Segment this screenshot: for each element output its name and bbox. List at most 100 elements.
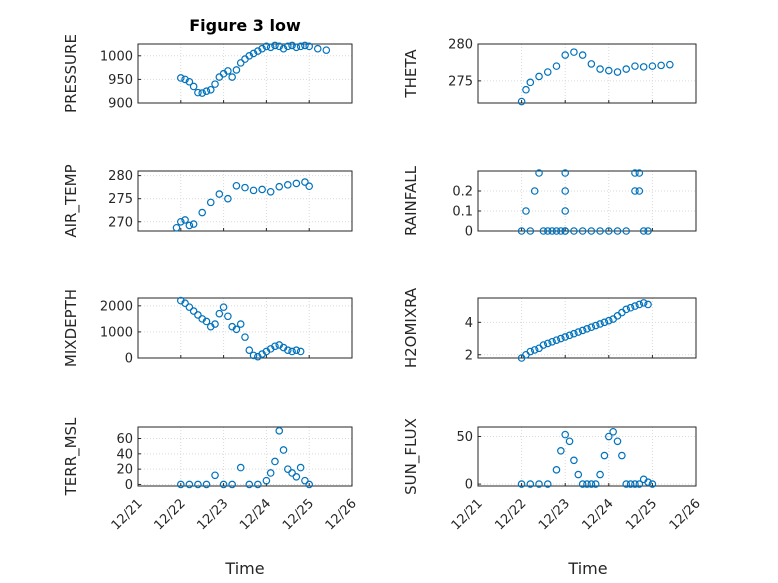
x-tick-label: 12/23 — [536, 496, 573, 533]
data-point — [526, 347, 535, 356]
data-point — [185, 221, 194, 230]
axes-box — [137, 170, 353, 232]
subplot-sun-flux: 0 50 SUN_FLUX 12/21 12/22 12/23 12/24 12/25 12/2… — [402, 418, 704, 533]
data-point — [177, 217, 185, 226]
data-point — [232, 66, 241, 74]
plot-area — [138, 427, 352, 486]
data-point — [604, 316, 613, 325]
data-point — [604, 432, 613, 441]
data-point — [206, 85, 215, 94]
data-point — [604, 66, 613, 75]
data-point — [224, 194, 232, 203]
y-tick-label: 950 — [108, 73, 133, 88]
data-point — [288, 347, 296, 356]
data-point — [578, 480, 587, 488]
data-point — [600, 451, 609, 460]
data-point — [275, 427, 284, 435]
data-point — [262, 476, 271, 485]
y-axis-label: RAINFALL — [402, 165, 420, 236]
data-point — [236, 59, 245, 67]
data-point — [635, 300, 644, 309]
data-point — [570, 456, 578, 465]
y-axis-label: SUN_FLUX — [402, 418, 421, 495]
data-point — [194, 88, 202, 97]
data-point — [236, 463, 245, 472]
data-point — [185, 77, 194, 86]
data-point — [292, 179, 301, 188]
y-axis-label: H2OMIXRA — [402, 287, 420, 368]
data-point — [211, 471, 219, 480]
data-point — [552, 62, 561, 70]
x-tick-label: 12/25 — [623, 496, 660, 533]
x-tick-label: 12/25 — [280, 496, 317, 533]
data-point — [219, 480, 228, 489]
axes-box — [477, 43, 697, 104]
data-point — [517, 480, 526, 488]
data-point — [202, 87, 211, 96]
plot-area — [478, 427, 696, 486]
data-point — [557, 334, 565, 343]
x-tick-label: 12/22 — [152, 496, 189, 533]
y-tick-label: 40 — [116, 447, 133, 462]
x-tick-label: 12/21 — [449, 496, 486, 533]
data-point — [631, 187, 639, 195]
data-point — [185, 480, 194, 489]
data-point — [561, 227, 570, 235]
data-point — [644, 227, 652, 235]
data-point — [245, 346, 254, 354]
y-axis-label: AIR_TEMP — [62, 164, 81, 237]
data-point — [271, 342, 279, 351]
data-point — [292, 473, 301, 481]
y-tick-label: 0 — [465, 225, 473, 240]
data-point — [224, 67, 232, 75]
data-point — [543, 68, 552, 76]
data-point — [517, 227, 526, 235]
data-point — [305, 182, 314, 191]
data-point — [279, 44, 288, 53]
data-point — [644, 478, 652, 486]
data-point — [552, 336, 561, 344]
data-point — [266, 43, 275, 52]
data-point — [215, 190, 224, 198]
data-point — [574, 470, 583, 479]
data-point — [666, 60, 674, 69]
y-tick-label: 0.2 — [452, 185, 473, 200]
data-point — [283, 42, 292, 51]
data-point — [305, 42, 314, 51]
data-point — [561, 187, 570, 195]
axes-box — [477, 297, 697, 359]
data-point — [587, 227, 596, 235]
data-point — [181, 299, 189, 308]
y-tick-label: 275 — [108, 192, 133, 207]
data-point — [232, 181, 241, 190]
data-point — [292, 43, 301, 52]
data-point — [548, 227, 556, 235]
data-point — [591, 480, 600, 488]
y-tick-label: 0.1 — [452, 205, 473, 220]
data-point — [631, 169, 639, 177]
plot-area — [138, 44, 352, 103]
data-point — [194, 311, 202, 319]
plot-area — [478, 171, 696, 231]
data-point — [211, 80, 219, 88]
data-point — [570, 48, 578, 56]
x-tick-label: 12/23 — [194, 496, 231, 533]
y-tick-label: 50 — [456, 430, 473, 445]
y-tick-label: 270 — [108, 215, 133, 230]
data-point — [574, 328, 583, 336]
data-point — [271, 457, 279, 466]
data-point — [236, 320, 245, 328]
y-axis-label: THETA — [402, 49, 420, 99]
y-tick-label: 900 — [108, 97, 133, 112]
data-point — [561, 169, 570, 177]
data-point — [596, 227, 604, 235]
data-point — [194, 480, 202, 489]
data-point — [249, 49, 258, 58]
data-point — [561, 51, 570, 59]
data-point — [622, 65, 631, 73]
data-point — [275, 42, 284, 51]
data-point — [552, 466, 561, 474]
data-point — [296, 463, 305, 472]
data-point — [587, 323, 596, 331]
